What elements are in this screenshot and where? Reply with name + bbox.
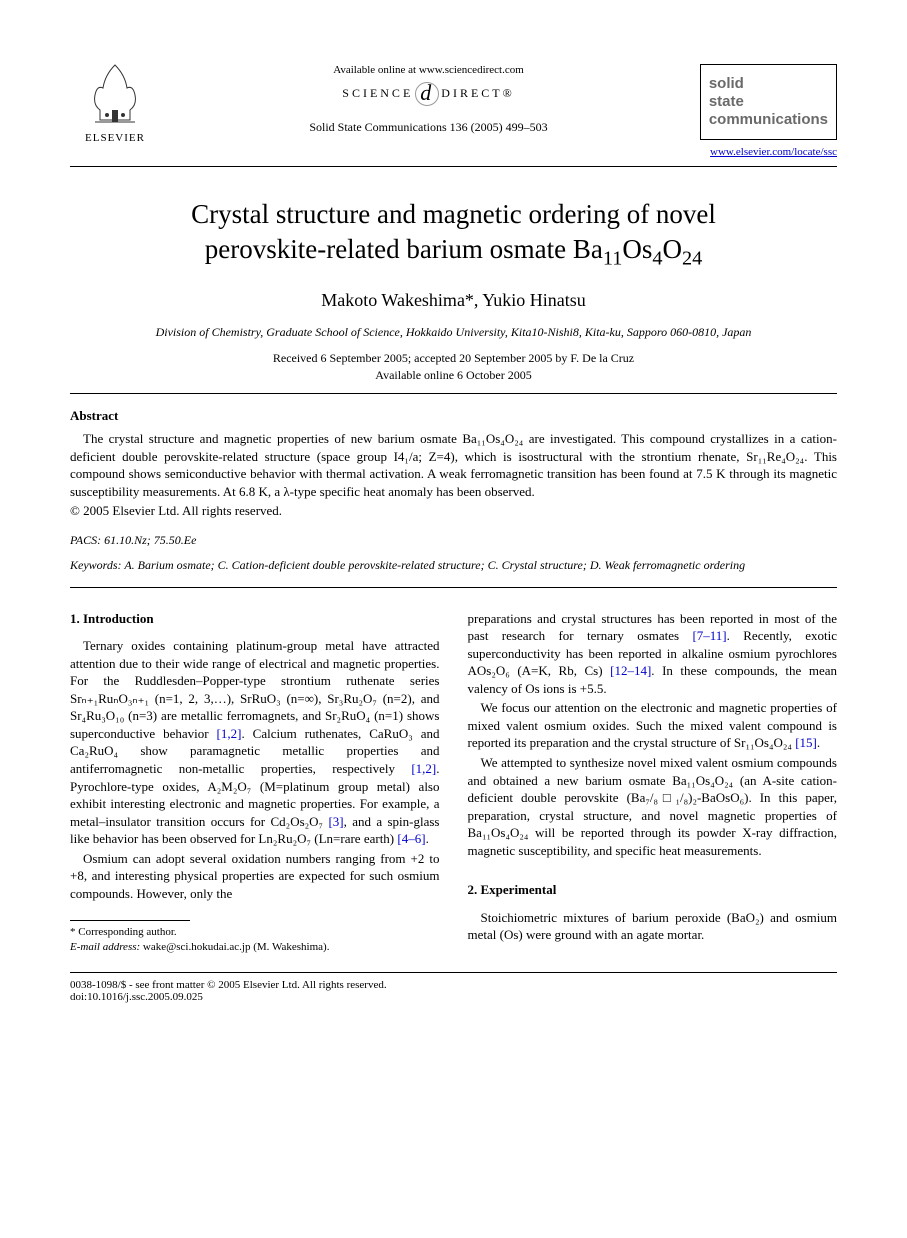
title-line1: Crystal structure and magnetic ordering … bbox=[191, 199, 716, 229]
ref-link[interactable]: [4–6] bbox=[397, 831, 425, 846]
dates-line1: Received 6 September 2005; accepted 20 S… bbox=[273, 351, 634, 365]
keywords-label: Keywords: bbox=[70, 558, 122, 572]
title-line2-pre: perovskite-related barium osmate Ba bbox=[205, 234, 603, 264]
sd-d-icon: d bbox=[415, 82, 439, 106]
ref-link[interactable]: [15] bbox=[795, 735, 817, 750]
divider bbox=[70, 393, 837, 394]
ref-link[interactable]: [1,2] bbox=[217, 726, 242, 741]
left-column: 1. Introduction Ternary oxides containin… bbox=[70, 610, 440, 954]
abstract-heading: Abstract bbox=[70, 408, 837, 424]
corresponding-author: * Corresponding author. bbox=[70, 925, 440, 939]
article-title: Crystal structure and magnetic ordering … bbox=[70, 197, 837, 272]
sd-post: DIRECT® bbox=[441, 86, 514, 100]
divider bbox=[70, 166, 837, 167]
ref-link[interactable]: [12–14] bbox=[610, 663, 651, 678]
section-2-heading: 2. Experimental bbox=[468, 881, 838, 899]
authors: Makoto Wakeshima*, Yukio Hinatsu bbox=[70, 290, 837, 311]
elsevier-tree-icon bbox=[85, 60, 145, 130]
ref-link[interactable]: [7–11] bbox=[692, 628, 726, 643]
keywords-values: A. Barium osmate; C. Cation-deficient do… bbox=[122, 558, 746, 572]
pacs-label: PACS: bbox=[70, 533, 101, 547]
dates-line2: Available online 6 October 2005 bbox=[375, 368, 531, 382]
sciencedirect-logo: SCIENCEdDIRECT® bbox=[160, 82, 697, 106]
journal-name-line3: communications bbox=[709, 111, 828, 129]
section-1-heading: 1. Introduction bbox=[70, 610, 440, 628]
abstract-body: The crystal structure and magnetic prope… bbox=[70, 430, 837, 500]
intro-para-3: preparations and crystal structures has … bbox=[468, 610, 838, 698]
publisher-name: ELSEVIER bbox=[85, 132, 145, 144]
doi: doi:10.1016/j.ssc.2005.09.025 bbox=[70, 991, 387, 1003]
ref-link[interactable]: [1,2] bbox=[411, 761, 436, 776]
journal-name-line1: solid bbox=[709, 75, 828, 93]
journal-citation: Solid State Communications 136 (2005) 49… bbox=[160, 120, 697, 135]
sd-pre: SCIENCE bbox=[342, 86, 413, 100]
body-columns: 1. Introduction Ternary oxides containin… bbox=[70, 610, 837, 954]
issn-copyright: 0038-1098/$ - see front matter © 2005 El… bbox=[70, 979, 387, 991]
intro-para-2: Osmium can adopt several oxidation numbe… bbox=[70, 850, 440, 903]
publisher-logo: ELSEVIER bbox=[70, 60, 160, 144]
divider bbox=[70, 587, 837, 588]
available-online-text: Available online at www.sciencedirect.co… bbox=[160, 64, 697, 76]
exp-para-1: Stoichiometric mixtures of barium peroxi… bbox=[468, 909, 838, 944]
journal-box: solid state communications www.elsevier.… bbox=[697, 60, 837, 158]
right-column: preparations and crystal structures has … bbox=[468, 610, 838, 954]
pacs-line: PACS: 61.10.Nz; 75.50.Ee bbox=[70, 533, 837, 548]
email-address: wake@sci.hokudai.ac.jp (M. Wakeshima). bbox=[140, 941, 329, 953]
pacs-values: 61.10.Nz; 75.50.Ee bbox=[101, 533, 196, 547]
journal-name-line2: state bbox=[709, 93, 828, 111]
footer-row: 0038-1098/$ - see front matter © 2005 El… bbox=[70, 972, 837, 1003]
article-dates: Received 6 September 2005; accepted 20 S… bbox=[70, 350, 837, 384]
ref-link[interactable]: [3] bbox=[328, 814, 343, 829]
email-label: E-mail address: bbox=[70, 941, 140, 953]
journal-url-link[interactable]: www.elsevier.com/locate/ssc bbox=[697, 146, 837, 158]
keywords-line: Keywords: A. Barium osmate; C. Cation-de… bbox=[70, 558, 837, 573]
center-header: Available online at www.sciencedirect.co… bbox=[160, 60, 697, 135]
copyright: © 2005 Elsevier Ltd. All rights reserved… bbox=[70, 503, 837, 519]
intro-para-5: We attempted to synthesize novel mixed v… bbox=[468, 754, 838, 859]
affiliation: Division of Chemistry, Graduate School o… bbox=[70, 325, 837, 340]
intro-para-1: Ternary oxides containing platinum-group… bbox=[70, 637, 440, 848]
intro-para-4: We focus our attention on the electronic… bbox=[468, 699, 838, 752]
header-row: ELSEVIER Available online at www.science… bbox=[70, 60, 837, 158]
footnote-block: * Corresponding author. E-mail address: … bbox=[70, 925, 440, 954]
footnote-rule bbox=[70, 920, 190, 921]
